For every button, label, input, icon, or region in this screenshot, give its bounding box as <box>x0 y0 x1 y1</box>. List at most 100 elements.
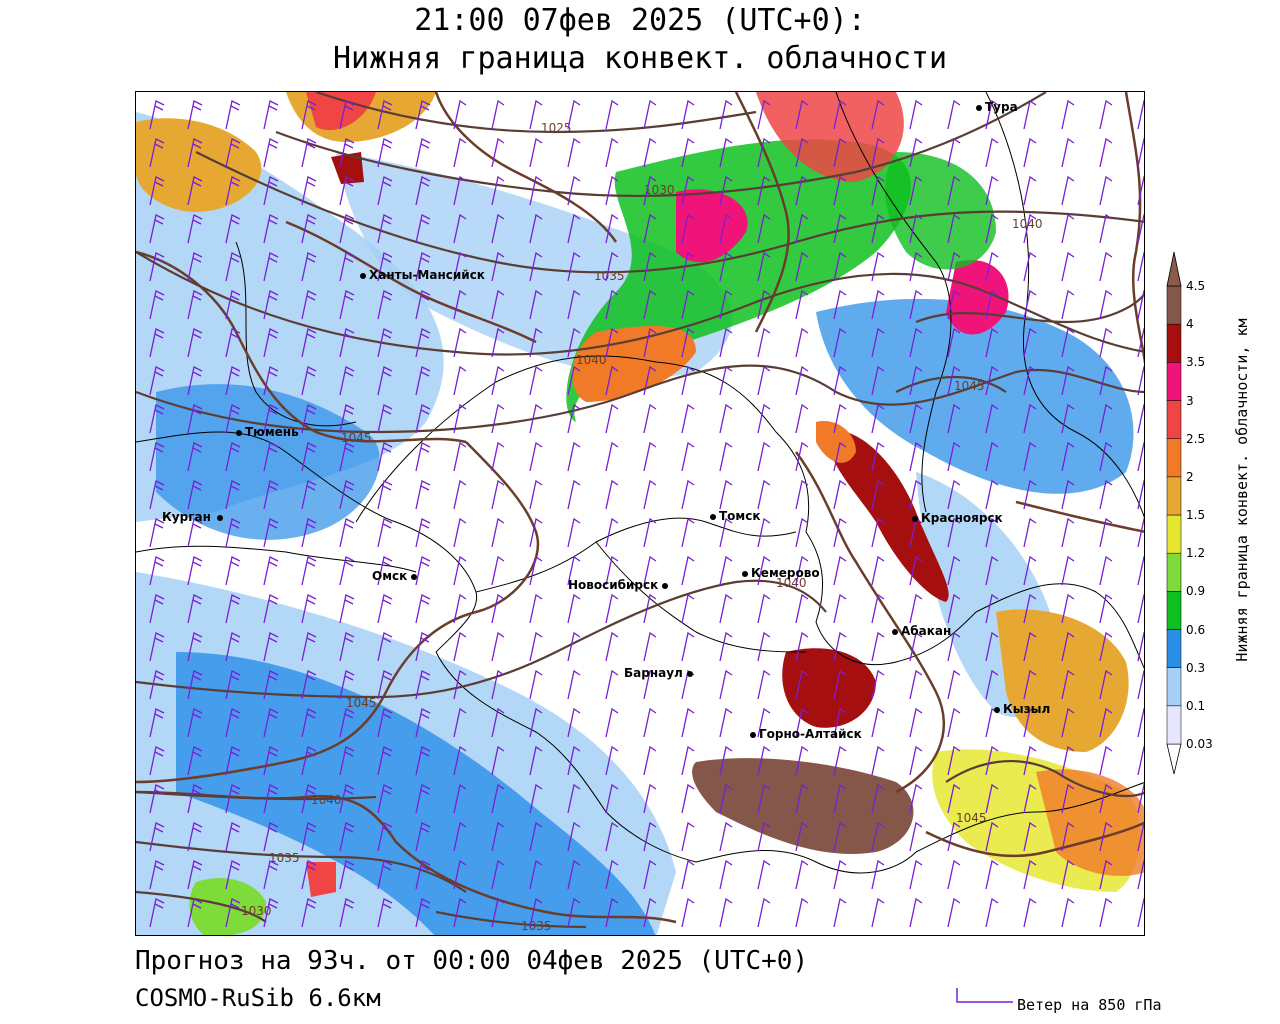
wind-barb <box>871 289 885 320</box>
wind-barb <box>567 175 581 206</box>
wind-barb <box>909 821 923 852</box>
wind-barb <box>491 289 505 320</box>
wind-barb <box>947 289 961 320</box>
wind-barb <box>871 175 885 206</box>
wind-barb <box>567 327 581 358</box>
wind-barb <box>795 327 809 358</box>
city-barnaul: Барнаул <box>624 666 696 680</box>
wind-barb <box>187 138 203 168</box>
wind-barb <box>453 441 467 472</box>
wind-barb <box>339 556 355 586</box>
colorbar-tick-label: 0.6 <box>1186 622 1206 637</box>
wind-barb <box>339 328 355 358</box>
wind-barb <box>301 214 317 244</box>
wind-barb <box>263 480 279 510</box>
wind-barb <box>529 441 543 472</box>
wind-barb <box>1023 137 1037 168</box>
wind-barb <box>795 897 809 928</box>
wind-barb <box>833 479 847 510</box>
wind-barb <box>1099 365 1113 396</box>
wind-barb <box>833 403 847 434</box>
wind-barb <box>871 517 885 548</box>
wind-barb <box>1023 897 1037 928</box>
wind-barb <box>415 328 431 358</box>
wind-barb <box>415 442 431 472</box>
wind-barb <box>909 441 923 472</box>
isobar-label-1045-se: 1045 <box>956 811 987 825</box>
wind-barb <box>757 555 771 586</box>
wind-barb <box>339 138 355 168</box>
city-abakan: Абакан <box>892 624 951 638</box>
wind-barb <box>947 251 961 282</box>
wind-barb <box>149 670 165 700</box>
wind-barb <box>149 784 165 814</box>
wind-barb <box>187 518 203 548</box>
wind-barb <box>453 213 467 244</box>
wind-barb <box>833 555 847 586</box>
wind-barb <box>567 251 581 282</box>
wind-barb <box>567 479 581 510</box>
city-tyumen: Тюмень <box>236 425 299 439</box>
wind-barb <box>149 404 165 434</box>
wind-barb <box>491 213 505 244</box>
wind-barb <box>377 100 393 130</box>
wind-barb <box>719 99 733 130</box>
wind-barb <box>567 99 581 130</box>
wind-barb <box>1099 555 1113 586</box>
wind-barb <box>681 251 695 282</box>
wind-barbs-layer <box>149 99 1144 928</box>
isobar-label-1030-n: 1030 <box>644 183 675 197</box>
wind-barb <box>757 251 771 282</box>
wind-barb <box>795 365 809 396</box>
wind-barb <box>491 175 505 206</box>
wind-barb <box>339 442 355 472</box>
wind-barb <box>149 822 165 852</box>
wind-barb <box>453 517 467 548</box>
wind-barb <box>1137 251 1144 282</box>
wind-barb <box>795 441 809 472</box>
wind-barb <box>1061 251 1075 282</box>
wind-barb <box>719 365 733 396</box>
wind-barb <box>301 404 317 434</box>
wind-barb <box>301 138 317 168</box>
isobar-label-1035-s: 1035 <box>521 919 552 933</box>
forecast-map: 1025 1030 1035 1040 1045 1040 1045 1040 … <box>135 91 1145 936</box>
wind-barb <box>833 441 847 472</box>
wind-barb <box>909 669 923 700</box>
wind-barb <box>795 99 809 130</box>
wind-barb <box>795 631 809 662</box>
wind-barb <box>415 594 431 624</box>
colorbar-block <box>1166 552 1182 592</box>
colorbar-tick-label: 3 <box>1186 393 1194 408</box>
wind-barb <box>909 213 923 244</box>
wind-barb <box>909 745 923 776</box>
wind-barb <box>1061 289 1075 320</box>
wind-barb <box>567 555 581 586</box>
wind-barb <box>415 518 431 548</box>
wind-barb <box>225 746 241 776</box>
wind-barb <box>149 442 165 472</box>
wind-barb <box>605 441 619 472</box>
wind-barb <box>415 404 431 434</box>
wind-barb <box>909 593 923 624</box>
wind-barb <box>833 251 847 282</box>
wind-barb <box>1137 631 1144 662</box>
wind-barb <box>301 518 317 548</box>
wind-legend-barb-icon <box>956 988 1013 1003</box>
wind-barb <box>225 290 241 320</box>
wind-barb <box>871 897 885 928</box>
wind-barb <box>225 708 241 738</box>
wind-barb <box>301 252 317 282</box>
wind-barb <box>1137 213 1144 244</box>
wind-barb <box>947 517 961 548</box>
wind-barb <box>605 289 619 320</box>
wind-barb <box>947 859 961 890</box>
wind-barb <box>377 860 393 890</box>
wind-barb <box>947 327 961 358</box>
colorbar-block <box>1166 285 1182 325</box>
wind-barb <box>453 327 467 358</box>
wind-barb <box>1137 289 1144 320</box>
wind-barb <box>795 593 809 624</box>
wind-barb <box>529 669 543 700</box>
wind-barb <box>187 632 203 662</box>
